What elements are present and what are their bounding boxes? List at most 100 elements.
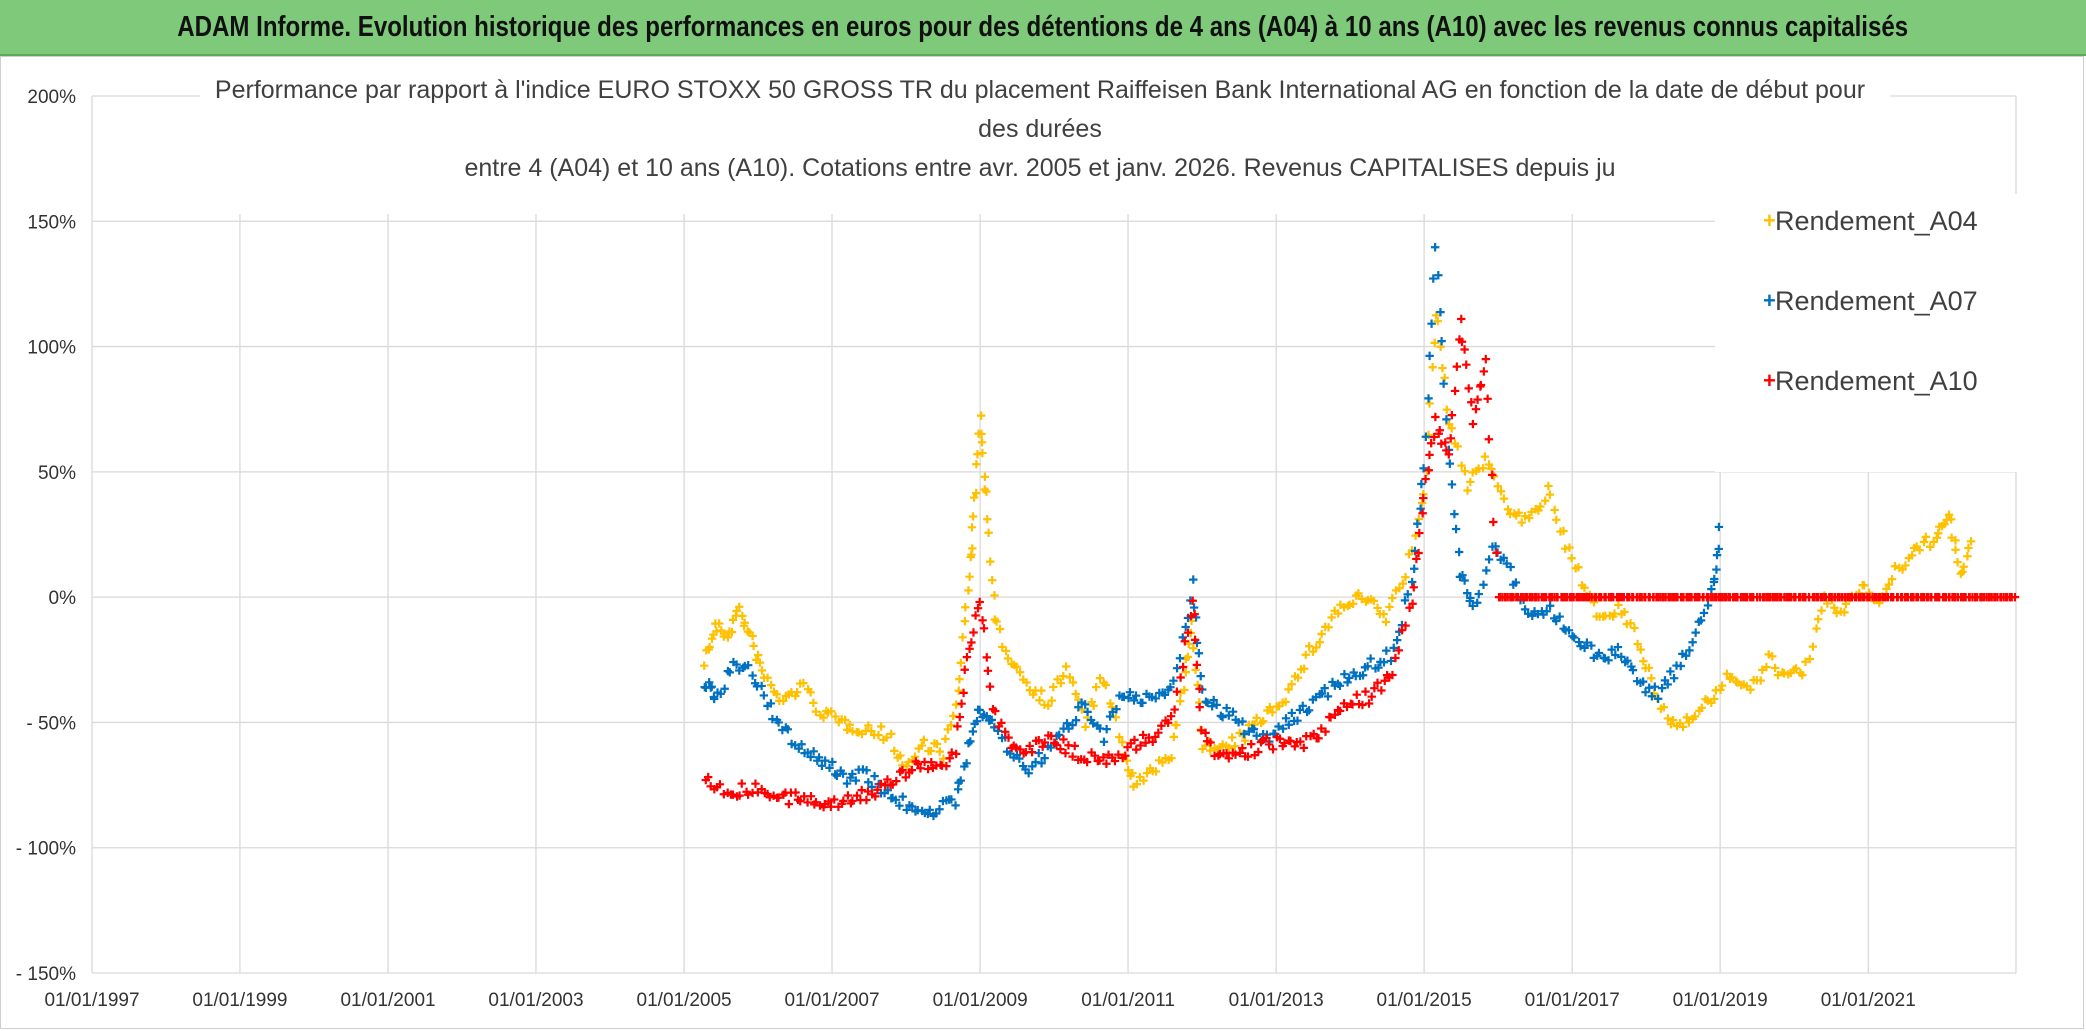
- marker-a04: [961, 603, 970, 612]
- marker-a04: [1636, 645, 1645, 654]
- marker-a04: [1312, 643, 1321, 652]
- x-tick-label: 01/01/2017: [1525, 990, 1620, 1011]
- marker-a10: [892, 776, 901, 786]
- marker-a10: [871, 792, 880, 801]
- marker-a07: [1028, 762, 1037, 771]
- marker-a07: [1151, 694, 1160, 703]
- marker-a04: [1385, 602, 1394, 612]
- marker-a10: [1090, 751, 1100, 760]
- marker-a04: [1301, 650, 1310, 659]
- series-a07: [700, 243, 1724, 821]
- marker-a10: [735, 791, 744, 800]
- marker-a10: [1457, 314, 1466, 324]
- marker-a10: [1197, 726, 1206, 735]
- marker-a04: [977, 438, 987, 447]
- marker-a07: [1451, 524, 1461, 534]
- marker-a10: [1214, 751, 1223, 760]
- marker-a07: [794, 744, 803, 753]
- marker-a04: [1373, 603, 1382, 613]
- marker-a10: [1441, 438, 1450, 447]
- marker-a04: [819, 713, 828, 722]
- marker-a10: [1309, 729, 1318, 739]
- marker-a04: [1044, 701, 1053, 710]
- marker-a04: [1432, 311, 1441, 320]
- x-tick-label: 01/01/2009: [933, 990, 1028, 1011]
- marker-a04: [935, 747, 944, 756]
- marker-a04: [1304, 642, 1314, 651]
- marker-a07: [1613, 642, 1623, 652]
- marker-a04: [980, 472, 990, 482]
- marker-a10: [969, 628, 978, 637]
- marker-a04: [943, 725, 953, 734]
- marker-a04: [1963, 552, 1972, 561]
- marker-a07: [1124, 693, 1133, 703]
- marker-a10: [1479, 367, 1489, 376]
- marker-a04: [1189, 644, 1198, 653]
- marker-a07: [1419, 464, 1428, 473]
- marker-a10: [1027, 747, 1037, 757]
- marker-a07: [1119, 692, 1129, 701]
- marker-a10: [1473, 395, 1482, 404]
- marker-a07: [1576, 642, 1585, 651]
- marker-a10: [991, 706, 1000, 716]
- marker-a04: [887, 729, 896, 739]
- marker-a04: [1139, 776, 1148, 785]
- marker-a10: [967, 638, 976, 647]
- marker-a07: [1024, 769, 1033, 778]
- marker-a10: [1190, 609, 1199, 619]
- marker-a04: [973, 450, 982, 459]
- marker-a10: [1481, 354, 1491, 364]
- marker-a07: [1676, 661, 1685, 671]
- marker-a10: [945, 754, 954, 763]
- marker-a07: [1439, 379, 1448, 388]
- marker-a04: [1132, 779, 1141, 789]
- marker-a07: [1623, 656, 1632, 665]
- marker-a10: [1352, 690, 1361, 699]
- marker-a10: [1195, 702, 1204, 712]
- marker-a07: [870, 771, 879, 781]
- marker-a07: [1345, 673, 1354, 683]
- marker-a04: [1959, 562, 1968, 571]
- marker-a07: [1343, 678, 1352, 687]
- marker-a04: [1281, 697, 1290, 707]
- marker-a04: [1128, 769, 1137, 778]
- marker-a07: [1015, 754, 1024, 763]
- marker-a10: [1452, 362, 1462, 371]
- marker-a07: [704, 678, 714, 687]
- marker-a07: [1374, 663, 1383, 672]
- marker-a07: [1617, 652, 1626, 662]
- marker-a10: [927, 758, 936, 767]
- marker-a07: [774, 718, 783, 727]
- marker-a07: [1458, 570, 1467, 580]
- marker-a04: [1379, 609, 1388, 619]
- marker-a04: [976, 411, 986, 420]
- marker-a07: [743, 660, 753, 670]
- marker-a07: [1125, 687, 1135, 697]
- marker-a10: [1025, 741, 1034, 751]
- marker-a10: [1492, 548, 1501, 558]
- marker-a10: [1462, 360, 1471, 369]
- marker-a07: [1641, 687, 1650, 697]
- marker-a10: [1377, 686, 1386, 695]
- marker-a07: [1189, 575, 1198, 584]
- marker-a04: [727, 627, 737, 637]
- marker-a04: [1690, 712, 1700, 721]
- x-tick-label: 01/01/2003: [488, 990, 583, 1011]
- marker-a04: [1499, 494, 1509, 503]
- marker-a04: [1887, 574, 1897, 584]
- marker-a04: [1191, 665, 1200, 675]
- marker-a04: [1626, 619, 1635, 628]
- marker-a10: [1467, 398, 1476, 407]
- marker-a10: [857, 785, 866, 795]
- marker-a07: [848, 769, 857, 779]
- marker-a10: [824, 797, 833, 806]
- marker-a04: [842, 725, 852, 735]
- marker-a10: [1457, 337, 1467, 346]
- marker-a07: [1366, 654, 1375, 663]
- marker-a04: [1620, 607, 1629, 617]
- marker-a10: [1034, 736, 1043, 745]
- x-tick-label: 01/01/1999: [192, 990, 287, 1011]
- marker-a10: [975, 597, 984, 607]
- legend-label-a07: Rendement_A07: [1775, 286, 1978, 316]
- marker-a04: [1791, 664, 1801, 673]
